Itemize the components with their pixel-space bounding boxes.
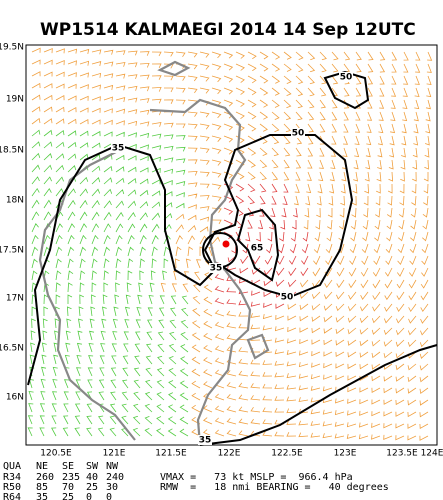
table-cell: 235 (62, 472, 80, 483)
lat-label: 17N (6, 294, 24, 304)
table-cell: 260 (36, 472, 54, 483)
stat-line: VMAX = 73 kt MSLP = 966.4 hPa (160, 472, 353, 483)
contour-label: 65 (251, 244, 264, 254)
contour-label-bg (111, 143, 125, 153)
lon-label: 121E (103, 449, 126, 459)
lon-label: 121.5E (155, 449, 187, 459)
contour-label: 35 (199, 436, 212, 446)
contour-label-bg (291, 128, 305, 138)
contour-label-bg (198, 435, 212, 445)
table-cell: R34 (3, 472, 21, 483)
lat-label: 18.5N (0, 146, 24, 156)
lon-label: 124E (421, 449, 443, 459)
wind-barbs (27, 47, 433, 441)
table-header: SW (86, 461, 99, 472)
contour-label: 35 (210, 264, 223, 274)
lon-label: 122E (218, 449, 241, 459)
plot-frame (25, 44, 438, 446)
stat-line: RMW = 18 nmi BEARING = 40 degrees (160, 482, 389, 493)
table-cell: R64 (3, 492, 21, 500)
lon-label: 123.5E (386, 449, 418, 459)
storm-center (222, 240, 230, 248)
barb-group (27, 129, 189, 437)
table-cell: 0 (86, 492, 92, 500)
contour-label: 35 (112, 144, 125, 154)
contour-label-bg (209, 263, 223, 273)
lat-label: 19.5N (0, 43, 24, 53)
lat-label: 17.5N (0, 246, 24, 256)
lon-label: 120.5E (40, 449, 72, 459)
table-cell: 30 (106, 482, 118, 493)
lat-label: 18N (6, 196, 24, 206)
contour-label: 50 (281, 293, 294, 303)
lat-label: 19N (6, 95, 24, 105)
lat-label: 16N (6, 393, 24, 403)
title: WP1514 KALMAEGI 2014 14 Sep 12UTC (40, 20, 416, 40)
table-cell: 25 (86, 482, 98, 493)
lon-label: 123E (334, 449, 357, 459)
table-header: SE (62, 461, 74, 472)
table-cell: 25 (62, 492, 74, 500)
wind-contours (27, 70, 438, 446)
contour-label-bg (250, 243, 264, 253)
table-header: NE (36, 461, 48, 472)
table-cell: 70 (62, 482, 74, 493)
contour-label-bg (280, 292, 294, 302)
barb-group (31, 47, 433, 441)
table-cell: 85 (36, 482, 48, 493)
contour-label-bg (339, 72, 353, 82)
contour-label: 50 (292, 129, 305, 139)
table-cell: 0 (106, 492, 112, 500)
table-header: NW (106, 461, 119, 472)
table-cell: R50 (3, 482, 21, 493)
lon-label: 122.5E (271, 449, 303, 459)
table-cell: 240 (106, 472, 124, 483)
table-cell: 40 (86, 472, 98, 483)
contour-label: 50 (340, 73, 353, 83)
table-header: QUA (3, 461, 21, 472)
table-cell: 35 (36, 492, 48, 500)
lat-label: 16.5N (0, 344, 24, 354)
